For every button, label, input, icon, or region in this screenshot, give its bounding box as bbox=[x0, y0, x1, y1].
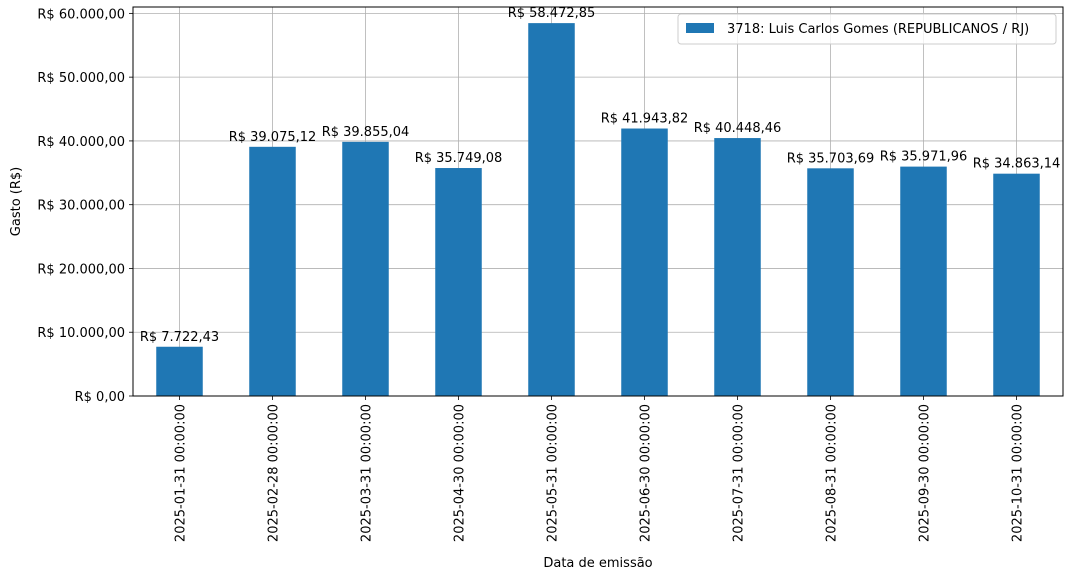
bar-value-labels: R$ 7.722,43 R$ 39.075,12 R$ 39.855,04 R$ 35… bbox=[140, 6, 1060, 345]
bar-2025-02-28 bbox=[249, 146, 296, 396]
bar-2025-10-31 bbox=[993, 173, 1040, 396]
y-axis-ticks: R$ 0,00 R$ 10.000,00 R$ 20.000,00 R$ 30.000… bbox=[37, 7, 133, 405]
x-tick-label: 2025-09-30 00:00:00 bbox=[918, 404, 933, 542]
bar-value-label: R$ 7.722,43 bbox=[140, 330, 219, 345]
plot-frame bbox=[132, 6, 1064, 397]
bar-value-label: R$ 58.472,85 bbox=[508, 6, 596, 21]
x-tick-label: 2025-03-31 00:00:00 bbox=[360, 404, 375, 542]
legend: 3718: Luis Carlos Gomes (REPUBLICANOS / … bbox=[677, 13, 1057, 45]
x-tick-label: 2025-08-31 00:00:00 bbox=[825, 404, 840, 542]
y-axis-label: Gasto (R$) bbox=[9, 167, 24, 236]
y-tick-label: R$ 10.000,00 bbox=[37, 326, 125, 341]
y-tick-label: R$ 40.000,00 bbox=[37, 135, 125, 150]
bar-value-label: R$ 39.075,12 bbox=[229, 130, 317, 145]
y-tick-label: R$ 60.000,00 bbox=[37, 7, 125, 22]
bar-value-label: R$ 35.971,96 bbox=[880, 150, 968, 165]
x-tick-label: 2025-10-31 00:00:00 bbox=[1011, 404, 1026, 542]
y-tick-label: R$ 50.000,00 bbox=[37, 71, 125, 86]
bar-value-label: R$ 40.448,46 bbox=[694, 121, 782, 136]
bar-2025-05-31 bbox=[528, 23, 575, 397]
x-tick-label: 2025-06-30 00:00:00 bbox=[639, 404, 654, 542]
bar-2025-03-31 bbox=[342, 141, 389, 396]
bar-2025-09-30 bbox=[900, 166, 947, 396]
bar-value-label: R$ 35.749,08 bbox=[415, 151, 503, 166]
y-tick-label: R$ 30.000,00 bbox=[37, 199, 125, 214]
x-tick-label: 2025-07-31 00:00:00 bbox=[732, 404, 747, 542]
x-tick-label: 2025-01-31 00:00:00 bbox=[174, 404, 189, 542]
bar-value-label: R$ 39.855,04 bbox=[322, 125, 410, 140]
bar-2025-07-31 bbox=[714, 138, 761, 396]
y-tick-label: R$ 20.000,00 bbox=[37, 262, 125, 277]
bar-value-label: R$ 41.943,82 bbox=[601, 112, 689, 127]
x-tick-label: 2025-02-28 00:00:00 bbox=[267, 404, 282, 542]
legend-label: 3718: Luis Carlos Gomes (REPUBLICANOS / … bbox=[727, 22, 1029, 37]
bars bbox=[156, 23, 1040, 397]
bar-2025-01-31 bbox=[156, 346, 203, 396]
x-axis-ticks: 2025-01-31 00:00:00 2025-02-28 00:00:00 20… bbox=[174, 396, 1026, 542]
bar-2025-08-31 bbox=[807, 168, 854, 396]
x-tick-label: 2025-04-30 00:00:00 bbox=[453, 404, 468, 542]
legend-swatch bbox=[686, 23, 714, 33]
bar-value-label: R$ 35.703,69 bbox=[787, 151, 875, 166]
legend-box bbox=[677, 13, 1057, 45]
bar-2025-06-30 bbox=[621, 128, 668, 396]
x-axis-label: Data de emissão bbox=[543, 556, 652, 571]
bar-2025-04-30 bbox=[435, 168, 482, 396]
x-tick-label: 2025-05-31 00:00:00 bbox=[546, 404, 561, 542]
y-tick-label: R$ 0,00 bbox=[75, 390, 125, 405]
bar-value-label: R$ 34.863,14 bbox=[973, 157, 1061, 172]
